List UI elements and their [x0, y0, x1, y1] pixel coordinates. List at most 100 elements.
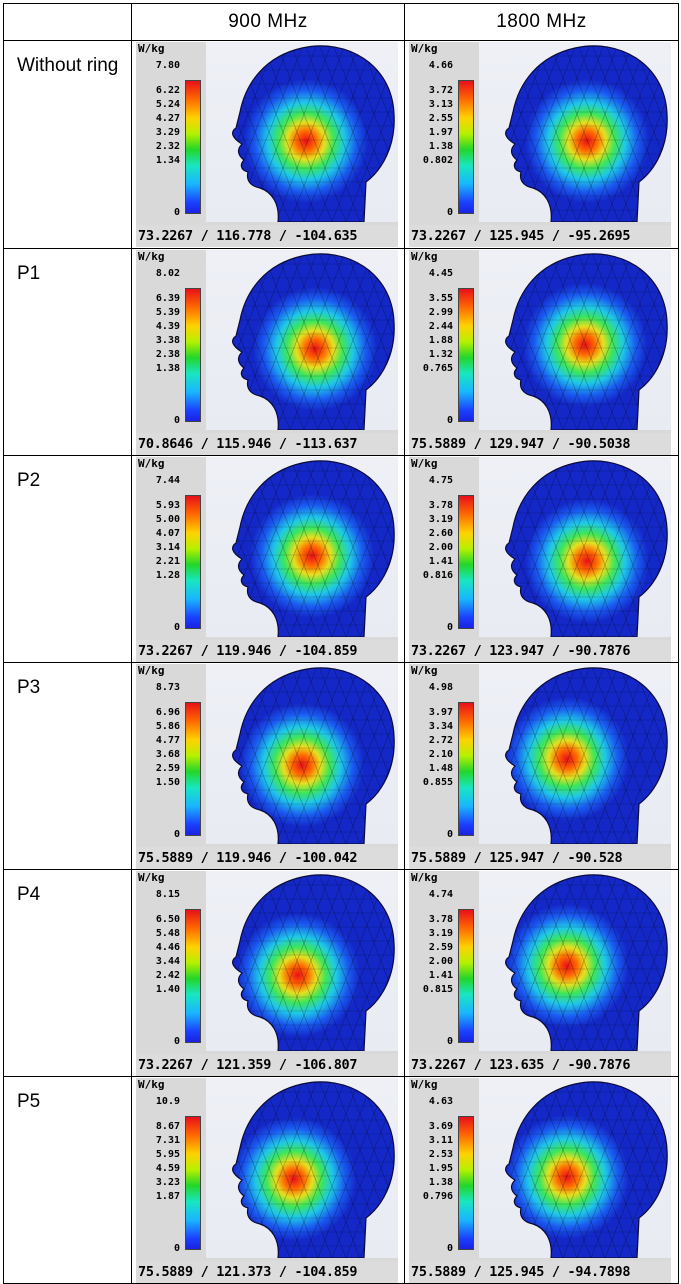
scale-tick-label: 4.39	[155, 321, 180, 332]
table-row: P3 W/kg 8.73 6.96 5.86 4.77 3.68 2.59	[3, 662, 679, 870]
scale-tick-label: 0.815	[422, 984, 453, 995]
scale-tick-label: 3.34	[428, 721, 453, 732]
scale-tick-label: 4.46	[155, 942, 180, 953]
cell-1800mhz: W/kg 4.74 3.78 3.19 2.59 2.00 1.41 0.815 0 73.22…	[404, 869, 679, 1077]
max-sar-coordinates: 73.2267 / 121.359 / -106.807	[136, 1054, 398, 1076]
unit-label: W/kg	[138, 42, 165, 55]
unit-label: W/kg	[411, 871, 438, 884]
row-label: P2	[3, 455, 132, 663]
scale-tick-label: 2.38	[155, 349, 180, 360]
scale-tick-label: 2.21	[155, 556, 180, 567]
scale-tick-label: 2.55	[428, 113, 453, 124]
table-row: Without ring W/kg 7.80 6.22 5.24 4.	[3, 40, 679, 249]
scale-tick-label: 2.53	[428, 1149, 453, 1160]
scale-tick-label: 1.38	[155, 363, 180, 374]
cell-1800mhz: W/kg 4.66 3.72 3.13 2.55 1.97 1.38 0.802 0 73.22…	[404, 40, 679, 249]
color-scale-bar	[458, 702, 474, 836]
sar-panel: W/kg 7.44 5.93 5.00 4.07 3.14 2.21 1.28 0 73.226…	[136, 457, 398, 662]
scale-tick-label: 5.39	[155, 307, 180, 318]
max-sar-coordinates: 70.8646 / 115.946 / -113.637	[136, 433, 398, 455]
max-sar-coordinates: 75.5889 / 119.946 / -100.042	[136, 847, 398, 869]
scale-tick-label: 0	[446, 207, 453, 218]
scale-tick-label: 4.98	[428, 682, 453, 693]
scale-tick-label: 0	[446, 622, 453, 633]
scale-tick-label: 3.11	[428, 1135, 453, 1146]
scale-tick-label: 0	[173, 1036, 180, 1047]
scale-tick-label: 3.55	[428, 293, 453, 304]
scale-tick-label: 5.86	[155, 721, 180, 732]
color-scale-bar	[185, 288, 201, 422]
color-scale-bar	[185, 80, 201, 214]
scale-tick-label: 4.77	[155, 735, 180, 746]
scale-tick-label: 1.88	[428, 335, 453, 346]
unit-label: W/kg	[411, 457, 438, 470]
scale-tick-label: 7.31	[155, 1135, 180, 1146]
scale-tick-label: 4.63	[428, 1096, 453, 1107]
scale-tick-label: 4.74	[428, 889, 453, 900]
sar-panel: W/kg 8.15 6.50 5.48 4.46 3.44 2.42 1.40 0 73.226…	[136, 871, 398, 1076]
head-sar-image	[505, 253, 668, 430]
scale-tick-label: 6.96	[155, 707, 180, 718]
scale-tick-label: 2.59	[428, 942, 453, 953]
head-sar-image	[505, 1081, 668, 1258]
row-label: P5	[3, 1076, 132, 1284]
unit-label: W/kg	[138, 250, 165, 263]
cell-900mhz: W/kg 8.15 6.50 5.48 4.46 3.44 2.42 1.40 0 73.226…	[131, 869, 405, 1077]
scale-tick-label: 6.22	[155, 85, 180, 96]
scale-tick-label: 2.99	[428, 307, 453, 318]
scale-tick-label: 3.19	[428, 928, 453, 939]
scale-tick-label: 0.855	[422, 777, 453, 788]
header-corner	[3, 3, 132, 41]
head-sar-image	[505, 460, 668, 637]
max-sar-coordinates: 75.5889 / 125.945 / -94.7898	[409, 1261, 671, 1283]
scale-tick-label: 1.34	[155, 155, 180, 166]
table-row: P4 W/kg 8.15 6.50 5.48 4.46 3.44 2.42	[3, 869, 679, 1077]
table-row: P5 W/kg 10.9 8.67 7.31 5.95 4.59 3.23	[3, 1076, 679, 1284]
scale-tick-label: 2.60	[428, 528, 453, 539]
scale-tick-label: 1.28	[155, 570, 180, 581]
scale-tick-label: 1.40	[155, 984, 180, 995]
row-label: P4	[3, 869, 132, 1077]
scale-tick-label: 2.59	[155, 763, 180, 774]
scale-tick-label: 1.87	[155, 1191, 180, 1202]
scale-tick-label: 0.802	[422, 155, 453, 166]
scale-tick-label: 1.41	[428, 970, 453, 981]
head-sar-image	[505, 667, 668, 844]
scale-tick-label: 3.44	[155, 956, 180, 967]
sar-panel: W/kg 8.02 6.39 5.39 4.39 3.38 2.38 1.38 0 70.864…	[136, 250, 398, 455]
header-row: 900 MHz 1800 MHz	[3, 3, 679, 41]
max-sar-coordinates: 73.2267 / 125.945 / -95.2695	[409, 225, 671, 247]
cell-1800mhz: W/kg 4.45 3.55 2.99 2.44 1.88 1.32 0.765 0 75.58…	[404, 248, 679, 456]
max-sar-coordinates: 73.2267 / 119.946 / -104.859	[136, 640, 398, 662]
scale-tick-label: 3.69	[428, 1121, 453, 1132]
scale-tick-label: 0	[446, 1036, 453, 1047]
scale-tick-label: 0	[446, 415, 453, 426]
scale-tick-label: 6.39	[155, 293, 180, 304]
scale-tick-label: 0	[446, 829, 453, 840]
scale-tick-label: 0.816	[422, 570, 453, 581]
sar-comparison-table: 900 MHz 1800 MHz Without ring	[3, 3, 679, 1284]
row-label: Without ring	[3, 40, 132, 249]
head-sar-image	[232, 874, 395, 1051]
cell-900mhz: W/kg 7.44 5.93 5.00 4.07 3.14 2.21 1.28 0 73.226…	[131, 455, 405, 663]
scale-tick-label: 0	[173, 622, 180, 633]
sar-panel: W/kg 4.98 3.97 3.34 2.72 2.10 1.48 0.855 0 75.58…	[409, 664, 671, 869]
color-scale-bar	[458, 1116, 474, 1250]
scale-tick-label: 4.59	[155, 1163, 180, 1174]
header-900mhz: 900 MHz	[131, 3, 405, 41]
head-sar-image	[232, 1081, 395, 1258]
scale-tick-label: 2.10	[428, 749, 453, 760]
table-row: P1 W/kg 8.02 6.39 5.39 4.39 3.38 2.38	[3, 248, 679, 456]
scale-tick-label: 3.72	[428, 85, 453, 96]
scale-tick-label: 6.50	[155, 914, 180, 925]
unit-label: W/kg	[138, 871, 165, 884]
scale-tick-label: 4.75	[428, 475, 453, 486]
header-1800mhz: 1800 MHz	[404, 3, 679, 41]
unit-label: W/kg	[411, 250, 438, 263]
scale-tick-label: 2.00	[428, 956, 453, 967]
scale-tick-label: 1.48	[428, 763, 453, 774]
scale-tick-label: 2.32	[155, 141, 180, 152]
sar-panel: W/kg 7.80 6.22 5.24 4.27 3.29 2.32 1.34 0 73.226…	[136, 42, 398, 247]
row-label: P1	[3, 248, 132, 456]
scale-tick-label: 10.9	[155, 1096, 180, 1107]
